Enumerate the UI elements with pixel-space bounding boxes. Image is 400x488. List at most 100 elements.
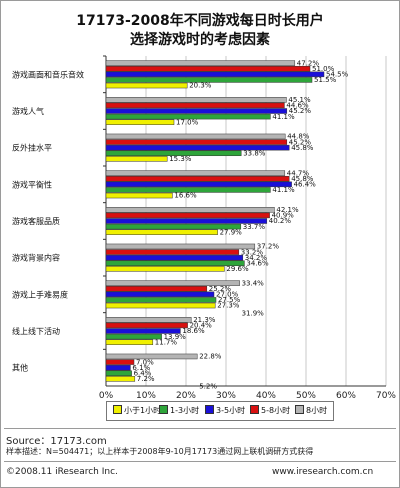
chart-legend: 小于1小时 1-3小时 3-5小时 5-8小时 8小时 <box>106 401 334 421</box>
bar-value-label: 27.0% <box>216 291 239 299</box>
copyright-text: ©2008.11 iResearch Inc. <box>6 467 118 477</box>
bar-value-label: 51.0% <box>312 65 335 73</box>
bar <box>105 322 188 329</box>
bar-value-label: 33.4% <box>242 279 265 287</box>
bar <box>105 317 192 323</box>
bar <box>105 229 218 235</box>
bar <box>105 370 132 377</box>
bar <box>105 254 244 261</box>
bar-value-label: 45.8% <box>291 175 314 183</box>
bar-value-label: 41.1% <box>272 113 295 121</box>
bar <box>105 192 173 199</box>
bar-value-label: 37.2% <box>257 243 280 251</box>
bar <box>105 144 290 151</box>
bar <box>105 82 188 89</box>
bar <box>105 77 313 83</box>
legend-label-series-4: 8小时 <box>306 406 328 415</box>
bar-value-label: 33.8% <box>243 149 266 157</box>
bar <box>105 297 217 303</box>
bar <box>105 170 286 176</box>
bar-value-label: 13.9% <box>164 333 187 341</box>
bar <box>105 156 168 162</box>
category-label: 游戏背景内容 <box>12 253 60 263</box>
bar <box>105 97 287 103</box>
bar <box>105 150 242 157</box>
bar-value-label: 40.9% <box>272 212 295 220</box>
bar-value-label: 47.2% <box>297 59 320 67</box>
legend-swatch-series-1 <box>159 405 168 414</box>
bar <box>105 119 175 125</box>
x-tick-label: 10% <box>136 391 156 400</box>
bar-value-label: 41.1% <box>272 186 295 194</box>
bar <box>105 285 208 292</box>
bar <box>105 353 198 360</box>
category-label: 反外挂水平 <box>12 143 52 153</box>
x-tick-label: 60% <box>336 391 356 400</box>
x-tick-label: 40% <box>256 391 276 400</box>
bar-value-label: 20.3% <box>189 82 212 90</box>
x-tick-label: 70% <box>376 391 396 400</box>
bar <box>105 60 296 66</box>
legend-swatch-series-2 <box>205 405 214 414</box>
x-tick-label: 30% <box>216 391 236 400</box>
bar-value-label: 6.4% <box>134 369 152 377</box>
bar <box>105 102 285 109</box>
bar-value-label: 29.6% <box>226 265 249 273</box>
bar-value-label: 27.9% <box>220 228 243 236</box>
bar-value-label: 42.1% <box>276 206 299 214</box>
footer-divider-bottom <box>4 461 396 462</box>
category-label: 其他 <box>12 363 28 373</box>
bar-value-label: 45.2% <box>289 107 312 115</box>
bar-value-label: 44.6% <box>286 102 309 110</box>
extra-value-label: 31.9% <box>242 309 265 317</box>
footer-divider-top <box>4 428 396 429</box>
bar-value-label: 21.3% <box>193 316 216 324</box>
bar-value-label: 20.4% <box>190 322 213 330</box>
bar <box>105 139 288 145</box>
legend-item-series-2: 3-5小时 <box>205 405 245 416</box>
bar <box>105 328 181 334</box>
bar <box>105 280 240 286</box>
category-label: 游戏平衡性 <box>12 179 52 189</box>
bar-value-label: 11.7% <box>155 338 178 346</box>
legend-label-series-2: 3-5小时 <box>216 406 246 415</box>
bar-value-label: 16.6% <box>174 192 197 200</box>
x-tick-label: 50% <box>296 391 316 400</box>
bar-value-label: 44.7% <box>287 169 310 177</box>
website-text: www.iresearch.com.cn <box>272 467 374 477</box>
legend-item-series-4: 8小时 <box>295 405 327 416</box>
bar-value-label: 17.0% <box>176 118 199 126</box>
bar-value-label: 22.8% <box>199 353 222 361</box>
bar <box>105 243 256 250</box>
bar <box>105 65 311 72</box>
legend-item-series-1: 1-3小时 <box>159 405 199 416</box>
bar-value-label: 25.2% <box>209 285 232 293</box>
category-label: 线上线下活动 <box>12 326 60 336</box>
legend-item-series-0: 小于1小时 <box>113 405 161 416</box>
bar-value-label: 33.2% <box>241 248 264 256</box>
bar <box>105 207 275 213</box>
bar <box>105 181 292 188</box>
bar <box>105 113 271 120</box>
bar <box>105 223 242 230</box>
bar <box>105 212 270 219</box>
bar <box>105 302 216 309</box>
bar-value-label: 33.7% <box>243 223 266 231</box>
category-label: 游戏画面和音乐音效 <box>12 69 84 79</box>
bar <box>105 108 288 114</box>
bar <box>105 133 286 140</box>
bar-value-label: 18.6% <box>182 327 205 335</box>
bar <box>105 359 135 365</box>
bar <box>105 175 290 182</box>
legend-item-series-3: 5-8小时 <box>250 405 290 416</box>
sample-note: 样本描述：N=504471；以上样本于2008年9-10月17173通过网上联机… <box>6 447 314 456</box>
bar-value-label: 45.1% <box>288 96 311 104</box>
chart-title-line1: 17173-2008年不同游戏每日时长用户 <box>76 13 324 29</box>
x-tick-label: 0% <box>99 391 114 400</box>
bar <box>105 291 215 298</box>
chart-plot: 0% 10% 20% 30% 40% 50% 60% 70%游戏画面和音乐音效47.2%51.… <box>12 55 396 400</box>
category-label: 游戏人气 <box>12 106 44 116</box>
bar-value-label: 34.6% <box>246 259 269 267</box>
legend-label-series-0: 小于1小时 <box>124 406 162 415</box>
bar <box>105 260 245 267</box>
